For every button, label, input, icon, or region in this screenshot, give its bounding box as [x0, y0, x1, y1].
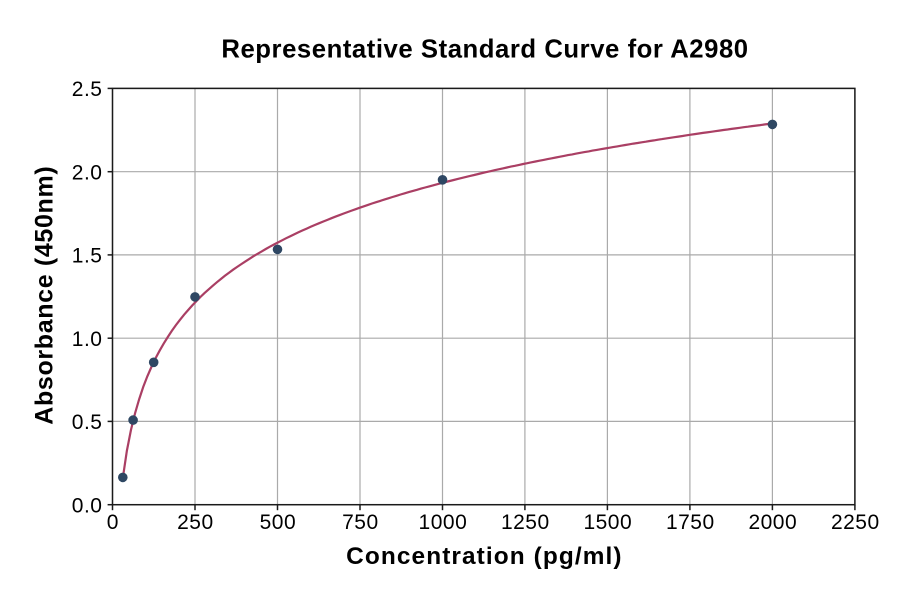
svg-text:Concentration (pg/ml): Concentration (pg/ml) [346, 543, 622, 570]
svg-text:2000: 2000 [748, 511, 797, 534]
svg-text:1.5: 1.5 [72, 245, 103, 268]
svg-text:2.5: 2.5 [72, 78, 103, 101]
svg-text:0: 0 [107, 511, 119, 534]
svg-text:1000: 1000 [419, 511, 468, 534]
svg-text:1750: 1750 [666, 511, 715, 534]
svg-text:1.0: 1.0 [72, 328, 103, 351]
svg-text:1500: 1500 [583, 511, 632, 534]
svg-text:750: 750 [342, 511, 379, 534]
svg-text:0.5: 0.5 [72, 411, 103, 434]
svg-text:500: 500 [260, 511, 297, 534]
svg-text:0.0: 0.0 [72, 495, 103, 518]
svg-text:Representative Standard Curve: Representative Standard Curve for A2980 [221, 35, 748, 63]
svg-text:1250: 1250 [501, 511, 550, 534]
svg-text:Absorbance (450nm): Absorbance (450nm) [31, 166, 59, 425]
svg-text:2.0: 2.0 [72, 162, 103, 185]
svg-text:250: 250 [177, 511, 214, 534]
svg-text:2250: 2250 [831, 511, 880, 534]
